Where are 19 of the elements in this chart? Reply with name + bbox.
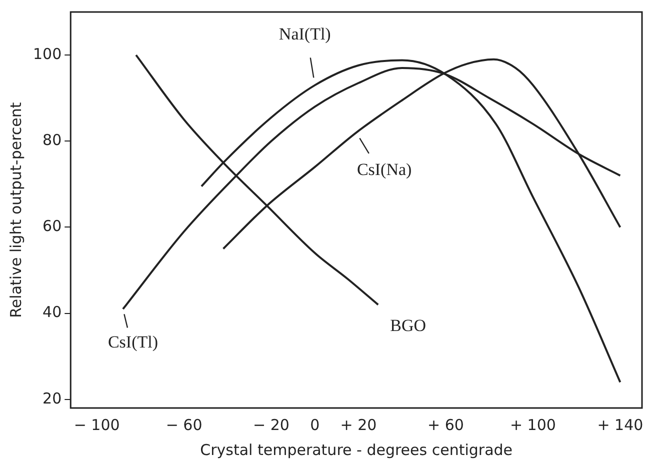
x-tick-label: − 60 <box>166 416 202 434</box>
x-tick-label: 0 <box>310 416 320 434</box>
y-axis-title: Relative light output-percent <box>6 102 25 318</box>
annotation: BGO <box>390 316 426 336</box>
y-tick-label: 20 <box>42 389 62 408</box>
x-axis-title: Crystal temperature - degrees centigrade <box>200 440 513 459</box>
annotation: CsI(Na) <box>356 160 412 179</box>
x-tick-label: + 20 <box>340 416 377 434</box>
y-tick-label: 100 <box>32 44 62 63</box>
annotation: CsI(Tl) <box>108 332 158 352</box>
x-tick-label: + 100 <box>510 416 556 434</box>
x-tick-label: + 140 <box>597 416 644 434</box>
x-tick-label: + 60 <box>428 416 464 434</box>
y-tick-label: 60 <box>42 217 62 236</box>
y-tick-label: 40 <box>42 303 62 322</box>
annotation: NaI(Tl) <box>278 24 331 44</box>
x-tick-label: − 100 <box>74 416 120 434</box>
y-tick-label: 80 <box>42 131 62 150</box>
x-tick-label: − 20 <box>253 416 290 434</box>
